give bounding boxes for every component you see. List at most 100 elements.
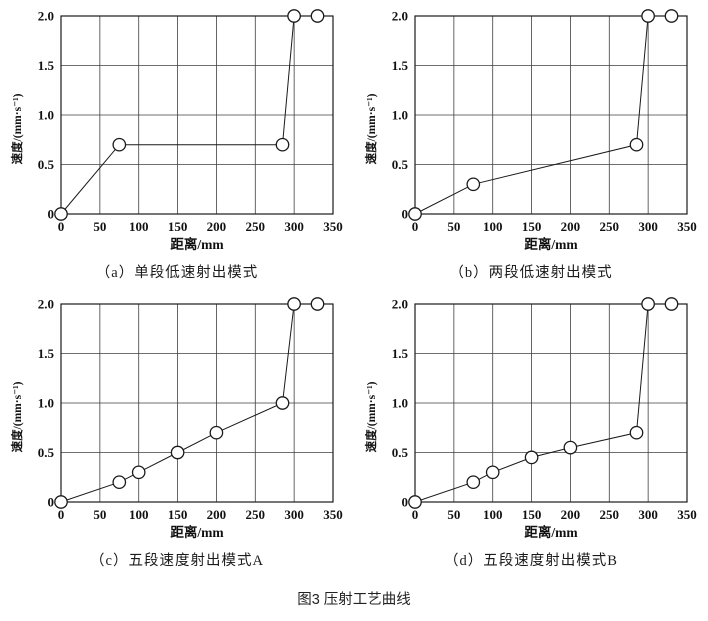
- plot-frame: [414, 15, 688, 215]
- x-axis-title: 距离/mm: [524, 236, 578, 252]
- x-tick-label: 250: [246, 507, 266, 522]
- plot-frame: [60, 303, 334, 503]
- data-point: [408, 207, 422, 221]
- data-point: [466, 177, 481, 192]
- y-tick-label: 0: [402, 207, 409, 222]
- plot-frame: [60, 15, 334, 215]
- chart-panel-b: 0 50 100 150 200 250 300 350 0 0.5 1.0 1.5 2.0 距离/mm 速…: [354, 6, 708, 282]
- x-tick-label: 100: [483, 219, 503, 234]
- figure-caption: 图3 压射工艺曲线: [297, 592, 411, 608]
- data-point: [112, 137, 127, 152]
- x-tick-label: 100: [129, 507, 149, 522]
- x-tick-label: 0: [412, 219, 419, 234]
- x-tick-label: 150: [522, 507, 542, 522]
- x-tick-label: 350: [323, 219, 343, 234]
- data-point: [209, 425, 224, 440]
- data-point: [641, 297, 655, 311]
- chart-panel-d: 0 50 100 150 200 250 300 350 0 0.5 1.0 1.5 2.0 距离/mm 速…: [354, 294, 708, 570]
- x-axis-title: 距离/mm: [524, 524, 578, 540]
- data-point: [641, 9, 655, 23]
- x-tick-label: 300: [284, 219, 304, 234]
- y-tick-label: 1.0: [38, 396, 54, 411]
- chart-panel-a: 0 50 100 150 200 250 300 350 0 0.5 1.0 1.5 2.0 距离/mm 速…: [0, 6, 354, 282]
- x-tick-label: 50: [447, 219, 460, 234]
- data-point: [664, 297, 679, 311]
- y-tick-label: 1.5: [38, 346, 55, 361]
- y-axis-title: 速度/(mm·s⁻¹): [364, 381, 378, 452]
- y-axis-title: 速度/(mm·s⁻¹): [364, 93, 378, 164]
- chart-d-caption: （d）五段速度射出模式B: [444, 553, 618, 569]
- y-tick-label: 2.0: [392, 9, 408, 24]
- x-tick-label: 250: [246, 219, 266, 234]
- data-point: [54, 207, 68, 221]
- data-point: [485, 465, 500, 480]
- y-tick-label: 0.5: [38, 157, 55, 172]
- y-tick-label: 1.5: [392, 346, 409, 361]
- y-tick-label: 0: [402, 495, 409, 510]
- x-tick-label: 150: [522, 219, 542, 234]
- x-tick-label: 250: [600, 219, 620, 234]
- x-tick-label: 150: [168, 219, 188, 234]
- x-tick-label: 0: [412, 507, 419, 522]
- data-point: [112, 475, 127, 490]
- y-tick-label: 1.5: [38, 58, 55, 73]
- data-point: [466, 475, 481, 490]
- data-point: [287, 297, 301, 311]
- x-tick-label: 0: [58, 219, 65, 234]
- y-axis-title: 速度/(mm·s⁻¹): [10, 93, 24, 164]
- x-tick-label: 50: [93, 507, 106, 522]
- data-point: [629, 137, 644, 152]
- chart-d-svg: 0 50 100 150 200 250 300 350 0 0.5 1.0 1.5 2.0 距离/mm 速…: [364, 297, 697, 541]
- data-point: [54, 495, 68, 509]
- y-tick-label: 1.5: [392, 58, 409, 73]
- y-tick-label: 1.0: [392, 396, 408, 411]
- y-tick-label: 1.0: [392, 108, 408, 123]
- data-point: [524, 450, 539, 465]
- x-tick-label: 100: [483, 507, 503, 522]
- x-tick-label: 150: [168, 507, 188, 522]
- x-tick-label: 50: [93, 219, 106, 234]
- y-tick-label: 0.5: [392, 157, 409, 172]
- x-tick-label: 200: [561, 507, 581, 522]
- x-tick-label: 200: [561, 219, 581, 234]
- x-tick-label: 0: [58, 507, 65, 522]
- data-point: [664, 9, 679, 23]
- data-point: [287, 9, 301, 23]
- x-tick-label: 200: [207, 219, 227, 234]
- data-point: [310, 9, 325, 23]
- y-tick-label: 1.0: [38, 108, 54, 123]
- data-point: [131, 465, 146, 480]
- x-tick-label: 50: [447, 507, 460, 522]
- data-point: [275, 396, 290, 410]
- chart-c-svg: 0 50 100 150 200 250 300 350 0 0.5 1.0 1.5 2.0 距离/mm 速…: [10, 297, 343, 541]
- y-tick-label: 0: [48, 495, 55, 510]
- y-tick-label: 0.5: [38, 445, 55, 460]
- x-tick-label: 100: [129, 219, 149, 234]
- x-tick-label: 300: [284, 507, 304, 522]
- x-axis-title: 距离/mm: [170, 524, 224, 540]
- y-tick-label: 0.5: [392, 445, 409, 460]
- data-point: [563, 440, 578, 455]
- x-tick-label: 250: [600, 507, 620, 522]
- x-tick-label: 350: [677, 507, 697, 522]
- chart-c-caption: （c）五段速度射出模式A: [90, 553, 264, 569]
- chart-b-svg: 0 50 100 150 200 250 300 350 0 0.5 1.0 1.5 2.0 距离/mm 速…: [364, 9, 697, 253]
- y-tick-label: 2.0: [38, 297, 54, 312]
- y-tick-label: 2.0: [392, 297, 408, 312]
- data-point: [408, 495, 422, 509]
- data-point: [310, 297, 325, 311]
- chart-grid: 0 50 100 150 200 250 300 350 0 0.5 1.0 1.5 2.0 距离/mm 速…: [0, 6, 708, 570]
- chart-b-caption: （b）两段低速射出模式: [449, 265, 613, 281]
- x-tick-label: 350: [677, 219, 697, 234]
- y-tick-label: 2.0: [38, 9, 54, 24]
- x-tick-label: 300: [638, 219, 658, 234]
- plot-frame: [414, 303, 688, 503]
- x-tick-label: 200: [207, 507, 227, 522]
- chart-a-caption: （a）单段低速射出模式: [95, 265, 259, 281]
- chart-panel-c: 0 50 100 150 200 250 300 350 0 0.5 1.0 1.5 2.0 距离/mm 速…: [0, 294, 354, 570]
- x-tick-label: 300: [638, 507, 658, 522]
- data-point: [629, 425, 644, 440]
- x-tick-label: 350: [323, 507, 343, 522]
- data-point: [170, 445, 185, 460]
